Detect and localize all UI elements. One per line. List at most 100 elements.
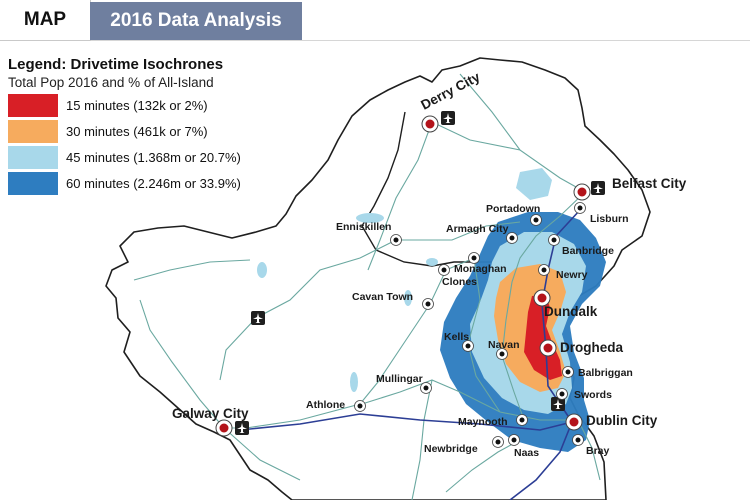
place-label-dundalk: Dundalk [544,304,598,319]
town-marker-dot [393,237,399,243]
town-marker-dot [495,439,501,445]
place-kells: Kells [444,331,474,352]
legend-detail: (461k or 7%) [133,124,208,139]
legend-item-60: 60 minutes (2.246m or 33.9%) [8,172,241,195]
place-newbridge: Newbridge [424,436,504,455]
place-label-lisburn: Lisburn [590,213,629,225]
legend-subtitle: Total Pop 2016 and % of All-Island [8,75,214,90]
place-swords: Swords [556,388,612,401]
place-label-newbridge: Newbridge [424,443,478,455]
lake [257,262,267,278]
legend-item-15: 15 minutes (132k or 2%) [8,94,241,117]
town-marker-dot [509,235,515,241]
town-marker-dot [441,267,447,273]
place-label-newry: Newry [556,269,588,281]
place-label-monaghan: Monaghan [454,263,507,275]
city-marker-dot [543,343,553,353]
town-marker-dot [559,391,565,397]
place-clones: Clones [438,264,477,288]
town-marker-dot [465,343,471,349]
place-maynooth: Maynooth [458,414,528,428]
legend-label: 45 minutes [66,150,134,165]
airport-icon [591,181,605,195]
place-monaghan: Monaghan [454,252,507,275]
legend-label: 15 minutes [66,98,134,113]
place-label-galway: Galway City [172,406,249,421]
zone-15-min [524,294,562,380]
town-marker-dot [425,301,431,307]
airport-icon [235,421,249,435]
legend-swatch-30 [8,120,58,143]
tab-divider [0,40,750,41]
place-banbridge: Banbridge [548,234,614,257]
place-drogheda: Drogheda [539,339,623,357]
city-marker-dot [577,187,587,197]
place-mullingar: Mullingar [376,373,432,394]
place-enniskillen: Enniskillen [336,221,402,246]
city-marker-dot [219,423,229,433]
tab-map[interactable]: MAP [0,0,90,40]
place-label-clones: Clones [442,276,477,288]
place-label-dublin: Dublin City [586,413,658,428]
zone-45-north [516,168,552,200]
place-label-athlone: Athlone [306,399,345,411]
legend-item-45: 45 minutes (1.368m or 20.7%) [8,146,241,169]
place-label-belfast: Belfast City [612,176,687,191]
town-marker-dot [577,205,583,211]
town-marker-dot [511,437,517,443]
tab-data-analysis[interactable]: 2016 Data Analysis [90,2,302,40]
place-lisburn: Lisburn [574,202,629,225]
place-portadown: Portadown [486,203,542,226]
place-bray: Bray [572,434,610,457]
place-athlone: Athlone [306,399,366,412]
place-label-naas: Naas [514,447,539,459]
place-label-maynooth: Maynooth [458,416,508,428]
place-label-balbriggan: Balbriggan [578,367,633,379]
legend-detail: (2.246m or 33.9%) [133,176,241,191]
place-label-cavan: Cavan Town [352,291,413,303]
town-marker-dot [575,437,581,443]
legend-swatch-45 [8,146,58,169]
place-label-mullingar: Mullingar [376,373,423,385]
city-marker-dot [425,119,435,129]
place-dundalk: Dundalk [533,289,598,319]
legend: Legend: Drivetime Isochrones Total Pop 2… [8,56,241,198]
legend-swatch-15 [8,94,58,117]
legend-detail: (132k or 2%) [133,98,208,113]
place-label-navan: Navan [488,339,520,351]
city-marker-dot [569,417,579,427]
town-marker-dot [499,351,505,357]
legend-detail: (1.368m or 20.7%) [133,150,241,165]
town-marker-dot [551,237,557,243]
town-marker-dot [357,403,363,409]
airport-icon [251,311,265,325]
airport-icon [441,111,455,125]
place-label-portadown: Portadown [486,203,540,215]
place-dublin: Dublin City [565,413,658,431]
lake [426,258,438,266]
place-galway: Galway City [172,406,249,437]
town-marker-dot [541,267,547,273]
legend-swatch-60 [8,172,58,195]
legend-item-30: 30 minutes (461k or 7%) [8,120,241,143]
roads [133,73,601,500]
lake [404,290,412,306]
place-label-bray: Bray [586,445,610,457]
legend-label: 30 minutes [66,124,134,139]
place-label-banbridge: Banbridge [562,245,614,257]
place-label-drogheda: Drogheda [560,340,623,355]
place-cavan: Cavan Town [352,291,434,310]
place-label-swords: Swords [574,389,612,401]
legend-title: Legend: Drivetime Isochrones [8,56,224,73]
place-label-armagh: Armagh City [446,223,509,235]
place-belfast: Belfast City [573,176,687,201]
legend-label: 60 minutes [66,176,134,191]
lake [356,213,384,223]
place-armagh: Armagh City [446,223,518,244]
place-balbriggan: Balbriggan [562,366,633,379]
place-label-kells: Kells [444,331,469,343]
town-marker-dot [471,255,477,261]
city-marker-dot [537,293,547,303]
